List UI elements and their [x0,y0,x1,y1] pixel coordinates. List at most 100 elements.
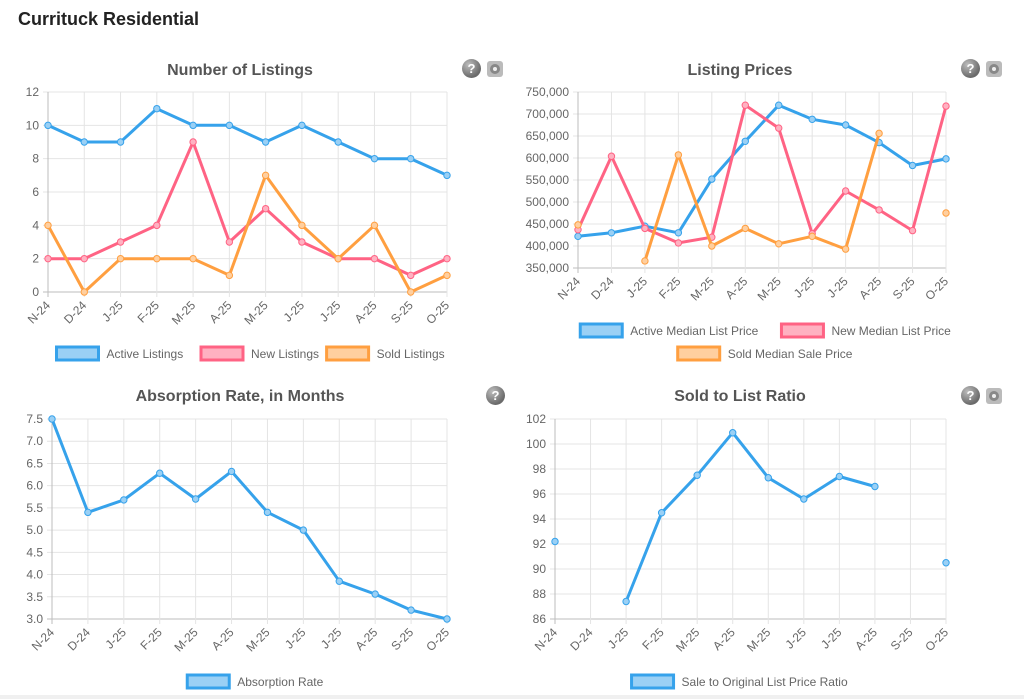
y-tick-label: 7.0 [26,434,43,448]
data-point [225,238,234,246]
y-tick-label: 2 [32,252,39,266]
help-icon[interactable]: ? [486,386,505,405]
data-point [298,221,306,230]
x-tick-label: O-25 [423,625,452,654]
data-point [189,254,197,263]
data-point [708,175,716,183]
x-tick-label: D-24 [588,274,617,303]
data-point [775,240,783,248]
y-tick-label: 12 [26,85,40,99]
chart-settings-icon[interactable] [984,386,1004,406]
legend-label: Active Median List Price [630,324,758,338]
chart-title: Sold to List Ratio [674,388,806,405]
x-tick-label: M-25 [172,625,201,654]
chart-settings-icon[interactable] [984,59,1004,79]
data-point [841,245,850,253]
data-point [44,121,52,130]
y-tick-label: 450,000 [526,217,570,231]
x-tick-label: A-25 [856,274,884,302]
x-tick-label: F-25 [135,298,163,326]
series-line [48,140,448,277]
y-tick-label: 3.0 [26,612,43,626]
data-point [764,474,772,482]
data-point [708,242,716,250]
data-point [908,226,917,235]
y-tick-label: 98 [533,462,547,476]
series-line [47,107,448,177]
data-point [841,121,850,129]
y-tick-label: 0 [32,285,39,299]
chart-panel-listings: Number of Listings ? 0 2 4 6 8 10 12 N-24 D-24 J-… [0,56,503,371]
data-point [607,152,616,160]
y-tick-label: 350,000 [526,261,570,275]
x-tick-label: S-25 [388,298,416,326]
data-point [875,129,883,138]
x-tick-label: A-25 [723,274,751,302]
y-tick-label: 6.0 [26,479,43,493]
x-tick-label: M-25 [673,625,702,654]
chart-settings-icon[interactable] [485,59,505,79]
data-point [443,271,451,280]
legend-swatch [676,345,722,362]
x-tick-label: S-25 [890,274,918,302]
chart-panel-prices: Listing Prices ? 350,000 400,000 450,000 50… [505,56,1005,371]
data-point [156,469,164,477]
data-point [407,288,415,296]
y-tick-label: 4.5 [26,545,43,559]
series-line [577,103,947,238]
x-tick-label: J-25 [317,298,344,325]
x-tick-label: J-25 [605,625,632,652]
x-tick-label: O-25 [423,298,452,327]
bottom-bar [0,695,1024,699]
x-tick-label: A-25 [710,625,738,653]
x-tick-label: J-25 [318,625,345,652]
x-tick-label: J-25 [281,298,308,325]
x-tick-label: J-25 [791,274,818,301]
x-tick-label: M-25 [755,274,784,303]
data-point [227,467,236,476]
x-tick-label: D-24 [65,625,94,654]
y-tick-label: 700,000 [526,107,570,121]
data-point [741,224,749,233]
data-point [116,138,125,146]
data-point [407,606,415,614]
legend-swatch [185,673,231,690]
legend-label: New Median List Price [831,324,951,338]
help-icon[interactable]: ? [961,59,980,78]
data-point [443,254,451,263]
x-tick-label: F-25 [639,625,667,653]
y-tick-label: 5.5 [26,501,43,515]
data-point [261,138,270,146]
y-tick-label: 88 [533,587,547,601]
data-point [674,229,683,237]
x-tick-label: J-25 [824,274,851,301]
legend-swatch [578,322,624,339]
x-tick-label: J-25 [103,625,130,652]
data-point [741,137,749,145]
data-point [574,221,582,229]
x-tick-label: J-25 [624,274,651,301]
y-tick-label: 100 [526,437,546,451]
data-point [551,537,559,546]
x-tick-label: N-24 [555,274,584,303]
y-tick-label: 5.0 [26,523,43,537]
data-point [693,471,701,479]
data-point [80,254,88,263]
data-point [657,509,666,517]
help-icon[interactable]: ? [961,386,980,405]
y-tick-label: 650,000 [526,129,570,143]
data-point [189,138,197,146]
data-point [189,121,197,130]
legend-label: New Listings [251,347,319,361]
data-point [299,526,308,534]
data-point [80,288,88,296]
data-point [942,102,950,110]
x-tick-label: A-25 [352,298,380,326]
help-icon[interactable]: ? [462,59,481,78]
data-point [370,154,379,163]
data-point [261,171,270,180]
data-point [443,171,451,180]
x-tick-label: M-25 [243,625,272,654]
y-tick-label: 3.5 [26,590,43,604]
legend-label: Active Listings [107,347,184,361]
